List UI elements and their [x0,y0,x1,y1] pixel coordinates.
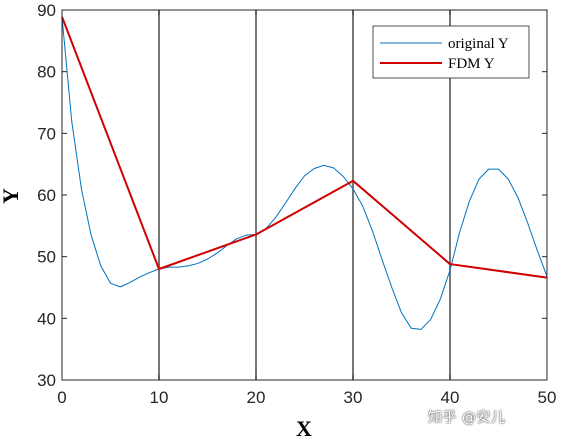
axis-ticks [61,9,548,381]
y-tick-label: 50 [37,248,56,267]
y-axis-title: Y [0,188,23,204]
x-tick-label: 0 [57,388,66,407]
y-tick-label: 80 [37,63,56,82]
x-axis-title: X [296,416,312,441]
x-tick-labels: 0 10 20 30 40 50 [57,388,556,407]
x-tick-label: 50 [538,388,557,407]
y-tick-label: 40 [37,309,56,328]
x-tick-label: 40 [441,388,460,407]
x-tick-label: 30 [344,388,363,407]
watermark-text: 知乎 @安儿 [428,410,506,426]
series-line-fdm-y [61,16,548,279]
series-line-original-y [61,16,548,330]
x-tick-label: 10 [150,388,169,407]
y-tick-label: 60 [37,186,56,205]
legend: original Y FDM Y [372,25,530,79]
legend-label-fdm: FDM Y [448,56,495,72]
y-tick-label: 70 [37,124,56,143]
y-tick-label: 30 [37,371,56,390]
series-layer [61,16,548,330]
y-tick-labels: 30 40 50 60 70 80 90 [37,1,56,390]
y-tick-label: 90 [37,1,56,20]
legend-box [372,25,530,79]
x-tick-label: 20 [247,388,266,407]
legend-label-original: original Y [448,36,509,52]
